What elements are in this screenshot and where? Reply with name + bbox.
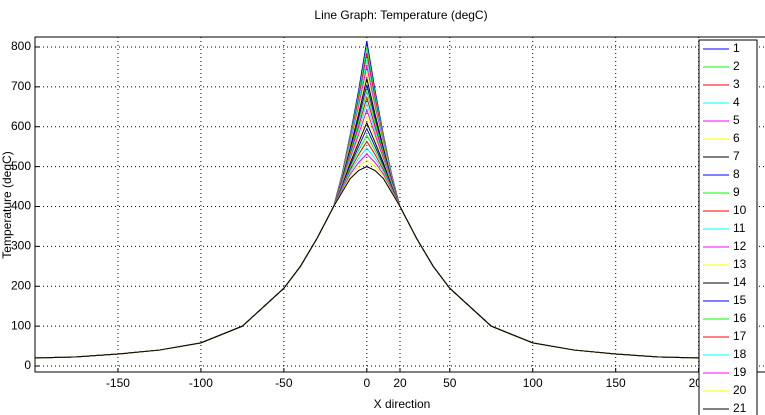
y-tick-label: 100 [11, 318, 31, 332]
x-tick-label: 0 [363, 376, 370, 390]
chart-title: Line Graph: Temperature (degC) [314, 8, 487, 22]
legend-label: 2 [733, 59, 740, 73]
y-tick-label: 600 [11, 119, 31, 133]
legend-label: 1 [733, 41, 740, 55]
x-tick-label: -50 [275, 376, 293, 390]
legend-label: 18 [733, 347, 747, 361]
plot-area [34, 36, 765, 373]
y-tick-label: 800 [11, 39, 31, 53]
x-tick-label: 100 [523, 376, 543, 390]
legend-label: 7 [733, 149, 740, 163]
legend-label: 6 [733, 131, 740, 145]
legend-label: 16 [733, 311, 747, 325]
legend-box [698, 39, 758, 415]
legend-label: 3 [733, 77, 740, 91]
y-tick-label: 400 [11, 199, 31, 213]
x-axis-label: X direction [374, 397, 431, 411]
x-tick-label: 150 [606, 376, 626, 390]
legend-label: 19 [733, 365, 747, 379]
legend-label: 10 [733, 203, 747, 217]
x-tick-label: 50 [443, 376, 457, 390]
legend-label: 11 [733, 221, 746, 235]
y-tick-label: 200 [11, 278, 31, 292]
legend-label: 15 [733, 293, 747, 307]
y-tick-label: 300 [11, 239, 31, 253]
legend-label: 14 [733, 275, 747, 289]
legend-label: 13 [733, 257, 747, 271]
legend-label: 8 [733, 167, 740, 181]
y-tick-label: 500 [11, 159, 31, 173]
legend-label: 9 [733, 185, 740, 199]
line [34, 166, 699, 359]
x-tick-label: 20 [393, 376, 407, 390]
legend-label: 21 [733, 401, 747, 415]
y-tick-label: 700 [11, 79, 31, 93]
legend-label: 20 [733, 383, 747, 397]
x-tick-label: -100 [189, 376, 213, 390]
legend-label: 17 [733, 329, 747, 343]
legend-label: 5 [733, 113, 740, 127]
legend-label: 12 [733, 239, 747, 253]
x-tick-label: -150 [106, 376, 130, 390]
y-tick-label: 0 [24, 358, 31, 372]
legend-label: 4 [733, 95, 740, 109]
y-axis-label: Temperature (degC) [0, 151, 14, 258]
